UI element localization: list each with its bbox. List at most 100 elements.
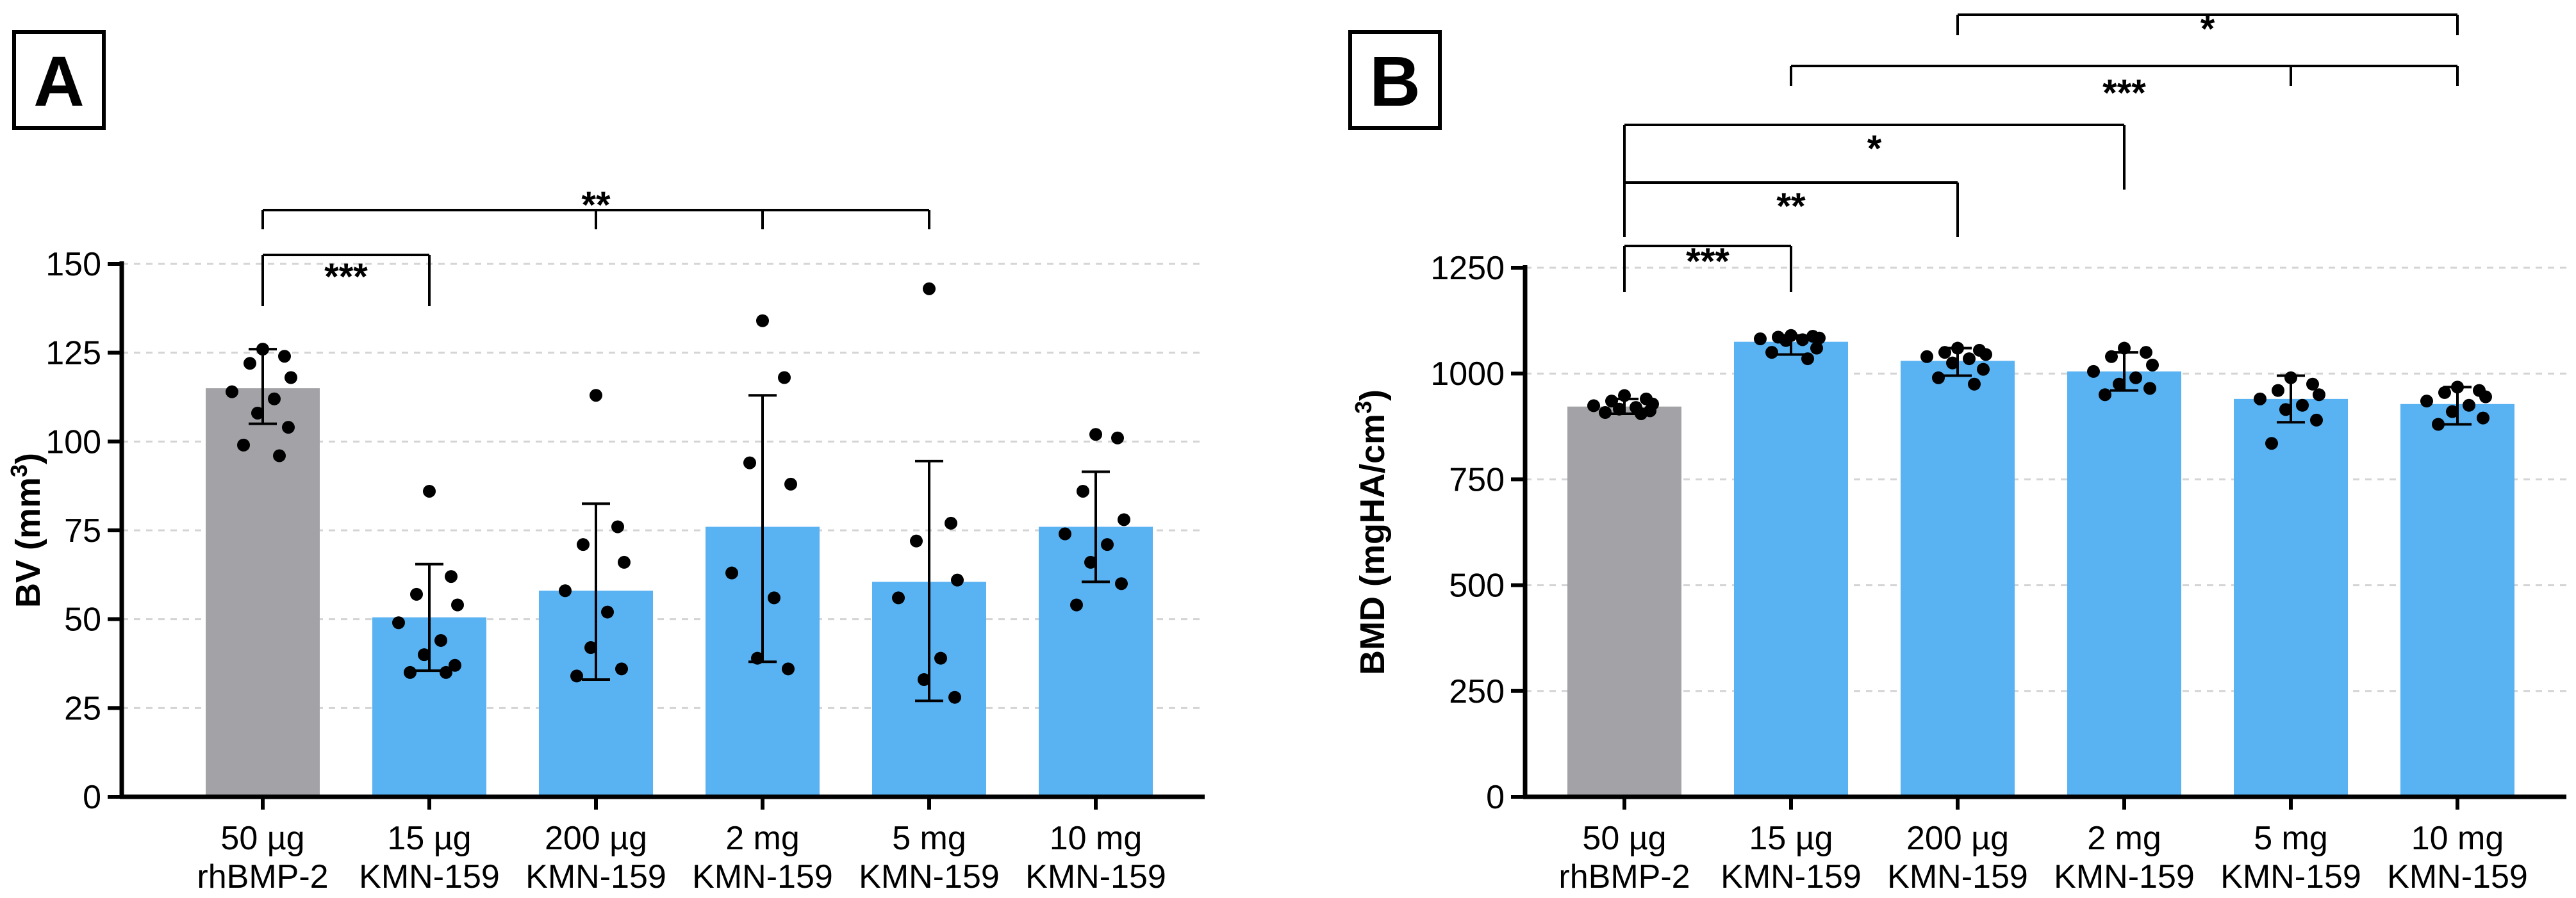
panel-a-data-point	[256, 343, 269, 356]
panel-b-y-axis-label: BMD (mgHA/cm3)	[1350, 389, 1392, 675]
panel-b-bar-3	[2067, 371, 2181, 797]
panel-a-data-point	[423, 484, 436, 498]
panel-a-y-axis-label: BV (mm3)	[6, 453, 48, 608]
panel-a-y-tick-label: 75	[64, 512, 101, 550]
panel-a-data-point	[285, 371, 297, 384]
panel-a-category-label: 5 mg	[892, 820, 966, 857]
panel-b-data-point	[2087, 364, 2100, 378]
panel-a-y-tick-label: 50	[64, 601, 101, 639]
panel-b-category-label: KMN-159	[2220, 858, 2361, 895]
panel-b-data-point	[1938, 346, 1951, 359]
panel-b-y-tick-label: 500	[1449, 567, 1505, 605]
panel-b-category-label: 200 µg	[1906, 820, 2009, 857]
panel-b-significance-label: *	[2200, 8, 2215, 50]
panel-b-data-point	[2105, 350, 2118, 363]
panel-a-significance-bracket-1: **	[261, 184, 930, 229]
panel-a-data-point	[273, 449, 286, 462]
panel-a-data-point	[577, 538, 590, 551]
panel-b-category-label: rhBMP-2	[1558, 858, 1690, 895]
panel-b-data-point	[1977, 363, 1990, 376]
panel-a-data-point	[404, 665, 417, 679]
panel-a-data-point	[768, 591, 780, 605]
panel-a-data-point	[410, 587, 423, 601]
panel-b-significance-bracket-0: ***	[1623, 241, 1792, 292]
panel-b-y-tick-label: 250	[1449, 673, 1505, 710]
panel-b-letter: B	[1369, 42, 1420, 121]
panel-a-category-label: 200 µg	[545, 820, 647, 857]
panel-a-data-point	[910, 534, 923, 548]
panel-b-significance-bracket-4: *	[1956, 8, 2459, 50]
panel-a-category-label: 15 µg	[387, 820, 471, 857]
panel-b-data-point	[1946, 356, 1959, 370]
panel-a-category-label: KMN-159	[525, 858, 666, 895]
panel-a-data-point	[1101, 538, 1114, 551]
panel-b-significance-label: ***	[2102, 72, 2146, 114]
panel-b-y-tick-label: 1250	[1430, 250, 1505, 287]
panel-a-data-point	[1118, 513, 1130, 527]
panel-b-category-label: KMN-159	[2387, 858, 2528, 895]
panel-b-significance-label: ***	[1686, 241, 1730, 282]
panel-a-y-tick-label: 125	[45, 335, 101, 372]
panel-a-letter-box	[12, 30, 106, 130]
panel-b-category-label: 5 mg	[2254, 820, 2328, 857]
panel-b-data-point	[1920, 350, 1933, 363]
panel-b-data-point	[2279, 403, 2292, 416]
panel-b-letter-box	[1348, 30, 1442, 130]
panel-a-data-point	[1070, 598, 1083, 612]
panel-a-data-point	[1077, 484, 1089, 498]
panel-b-significance-bracket-3: ***	[1790, 65, 2459, 114]
panel-b-data-point	[2254, 392, 2266, 405]
panel-a-data-point	[725, 566, 738, 580]
panel-b-category-label: KMN-159	[1887, 858, 2028, 895]
panel-b-data-point	[2146, 358, 2159, 371]
panel-b-data-point	[2438, 386, 2451, 399]
panel-b-significance-bracket-1: **	[1623, 181, 1959, 237]
panel-b-data-point	[1951, 341, 1964, 355]
panel-b-y-tick-label: 750	[1449, 461, 1505, 498]
panel-a-data-point	[268, 392, 281, 405]
panel-b-data-point	[2284, 371, 2297, 384]
panel-a-data-point	[618, 555, 631, 569]
panel-b-data-point	[2143, 382, 2156, 395]
panel-a-category-label: 50 µg	[220, 820, 304, 857]
panel-b-data-point	[2140, 346, 2152, 359]
panel-b-category-label: 50 µg	[1582, 820, 1666, 857]
panel-b-category-label: KMN-159	[1721, 858, 1862, 895]
panel-a-data-point	[918, 673, 930, 686]
panel-b-data-point	[2479, 390, 2492, 404]
panel-a-data-point	[615, 662, 628, 676]
panel-a-data-point	[892, 591, 905, 605]
panel-b-significance-label: **	[1776, 186, 1806, 227]
panel-b-data-point	[1810, 341, 1823, 355]
panel-b-y-tick-label: 0	[1486, 779, 1505, 816]
panel-a-y-tick-label: 0	[83, 779, 101, 816]
panel-b-data-point	[1605, 395, 1618, 408]
panel-b-data-point	[2113, 377, 2126, 391]
panel-a-data-point	[1115, 577, 1128, 591]
panel-a-data-point	[584, 641, 597, 655]
panel-b-data-point	[1796, 333, 1809, 347]
panel-a-data-point	[948, 690, 961, 704]
panel-a-data-point	[278, 350, 291, 363]
panel-a-data-point	[934, 651, 947, 665]
panel-b-bar-2	[1901, 361, 2015, 797]
panel-b-bar-0	[1567, 406, 1681, 797]
panel-a-data-point	[784, 477, 797, 491]
panel-b-data-point	[1968, 377, 1981, 391]
panel-a-y-tick-label: 150	[45, 246, 101, 283]
panel-b-data-point	[2420, 395, 2433, 408]
panel-a-data-point	[445, 570, 458, 584]
panel-a-data-point	[449, 658, 461, 672]
panel-b-data-point	[1618, 389, 1631, 402]
panel-a-data-point	[951, 573, 964, 587]
panel-a-data-point	[418, 648, 431, 662]
panel-b-data-point	[2296, 398, 2309, 412]
panel-a-data-point	[570, 669, 583, 683]
panel-a-bar-0	[206, 388, 320, 797]
panel-b-data-point	[2451, 380, 2464, 394]
panel-a-category-label: 10 mg	[1050, 820, 1143, 857]
panel-b-data-point	[1635, 407, 1647, 420]
panel-a-category-label: KMN-159	[692, 858, 833, 895]
panel-a-data-point	[440, 665, 452, 679]
